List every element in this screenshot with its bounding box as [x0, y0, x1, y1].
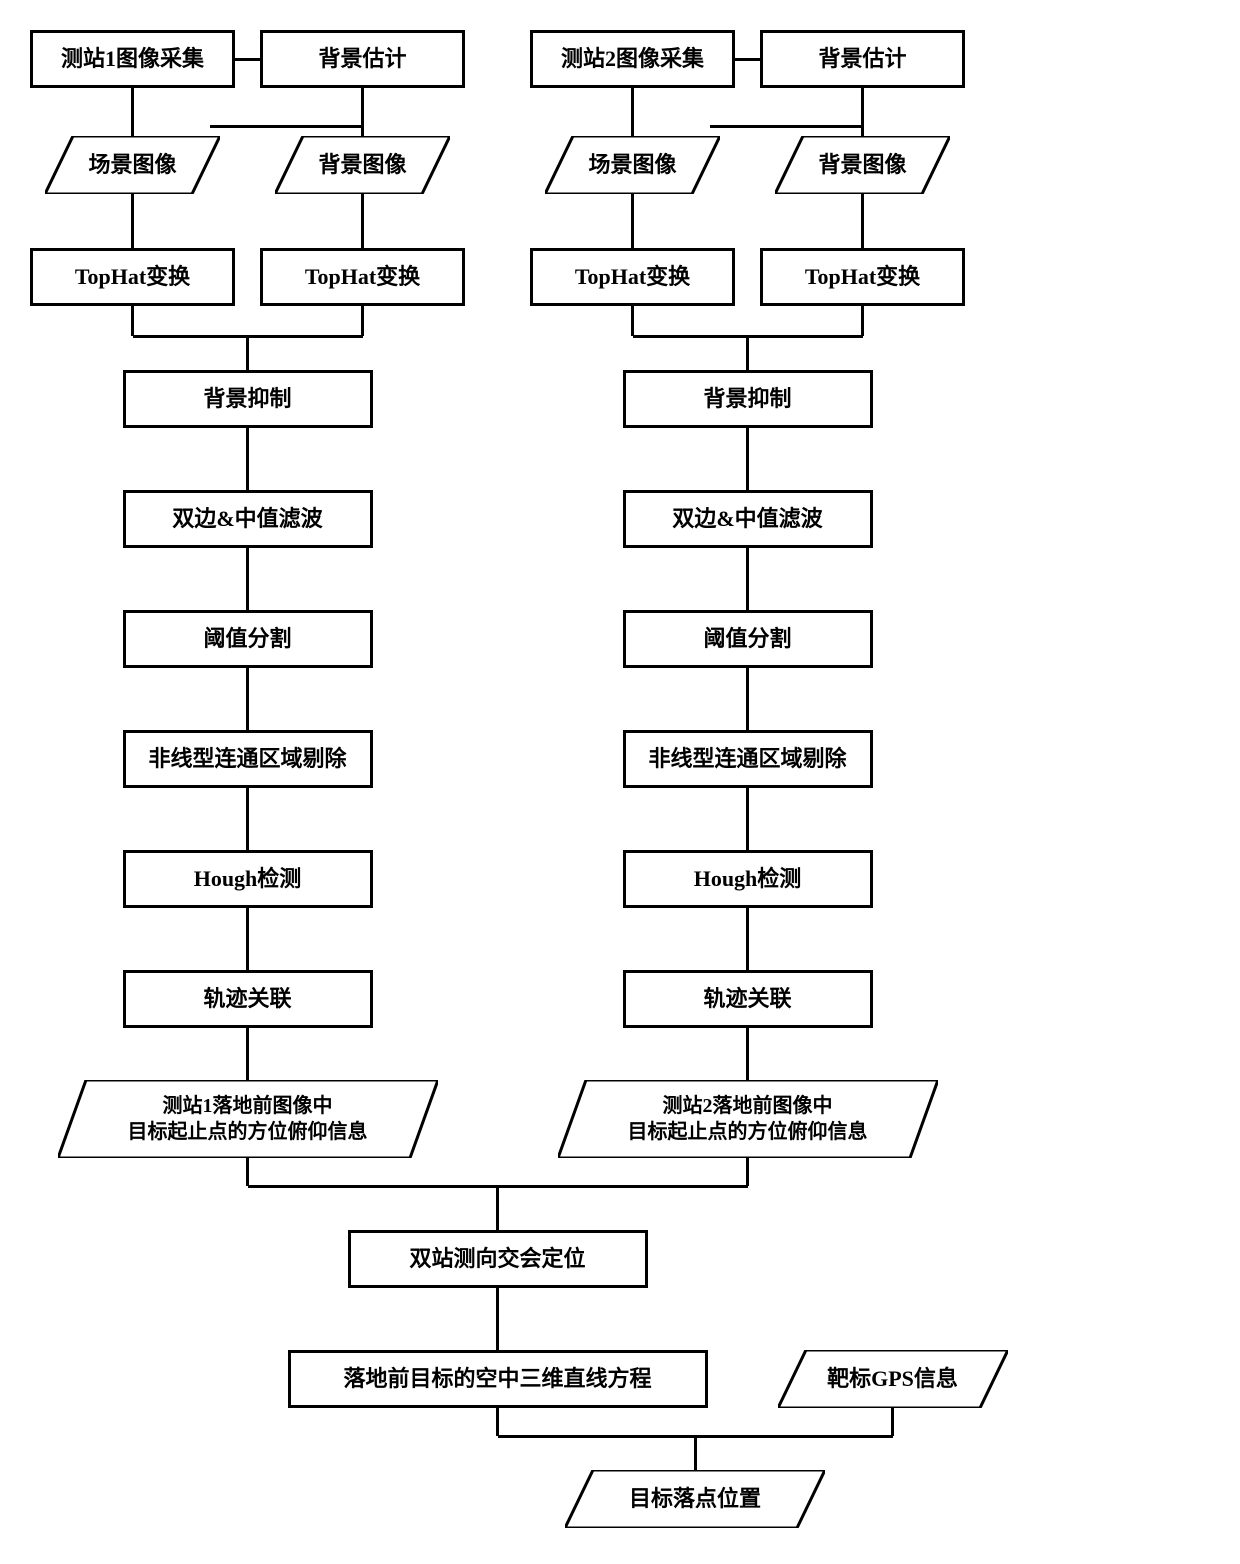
connector-line: [861, 88, 864, 136]
box-hough: Hough检测: [623, 850, 873, 908]
box-nonlinear: 非线型连通区域剔除: [123, 730, 373, 788]
box-filter: 双边&中值滤波: [123, 490, 373, 548]
connector-line: [496, 1288, 499, 1350]
connector-line: [131, 306, 134, 336]
connector-line: [361, 306, 364, 336]
connector-line: [735, 58, 760, 61]
box-acquire: 测站2图像采集: [530, 30, 735, 88]
connector-line: [631, 306, 634, 336]
para-scene: 场景图像: [45, 136, 220, 194]
box-hough: Hough检测: [123, 850, 373, 908]
connector-line: [246, 1158, 249, 1186]
connector-line: [246, 788, 249, 850]
connector-line: [631, 194, 634, 248]
box-bg-estimate: 背景估计: [760, 30, 965, 88]
connector-line: [746, 548, 749, 610]
box-bg-suppress: 背景抑制: [123, 370, 373, 428]
connector-line: [246, 548, 249, 610]
box-tophat-1: TopHat变换: [530, 248, 735, 306]
connector-line: [361, 194, 364, 248]
connector-line: [131, 194, 134, 248]
connector-line: [246, 908, 249, 970]
connector-line: [746, 428, 749, 490]
box-bg-suppress: 背景抑制: [623, 370, 873, 428]
connector-line: [891, 1408, 894, 1436]
connector-line: [746, 336, 749, 370]
box-tophat-1: TopHat变换: [30, 248, 235, 306]
connector-line: [694, 1436, 697, 1470]
connector-line: [746, 1158, 749, 1186]
box-cross-location: 双站测向交会定位: [348, 1230, 648, 1288]
connector-line: [861, 194, 864, 248]
connector-line: [496, 1408, 499, 1436]
para-bg-image: 背景图像: [275, 136, 450, 194]
box-3d-line-equation: 落地前目标的空中三维直线方程: [288, 1350, 708, 1408]
connector-line: [246, 1028, 249, 1080]
connector-line: [861, 306, 864, 336]
para-final: 目标落点位置: [565, 1470, 825, 1528]
connector-line: [246, 336, 249, 370]
box-bg-estimate: 背景估计: [260, 30, 465, 88]
para-gps: 靶标GPS信息: [778, 1350, 1008, 1408]
box-tophat-2: TopHat变换: [260, 248, 465, 306]
connector-line: [746, 1028, 749, 1080]
box-tophat-2: TopHat变换: [760, 248, 965, 306]
connector-line: [746, 788, 749, 850]
connector-line: [746, 908, 749, 970]
para-result: 测站2落地前图像中 目标起止点的方位俯仰信息: [558, 1080, 938, 1158]
connector-line: [746, 668, 749, 730]
box-nonlinear: 非线型连通区域剔除: [623, 730, 873, 788]
connector-line: [710, 125, 863, 128]
box-track: 轨迹关联: [623, 970, 873, 1028]
box-threshold: 阈值分割: [123, 610, 373, 668]
box-track: 轨迹关联: [123, 970, 373, 1028]
connector-line: [131, 88, 134, 136]
connector-line: [496, 1186, 499, 1230]
connector-line: [210, 125, 363, 128]
para-scene: 场景图像: [545, 136, 720, 194]
connector-line: [235, 58, 260, 61]
para-bg-image: 背景图像: [775, 136, 950, 194]
connector-line: [361, 88, 364, 136]
box-acquire: 测站1图像采集: [30, 30, 235, 88]
box-threshold: 阈值分割: [623, 610, 873, 668]
connector-line: [246, 428, 249, 490]
connector-line: [246, 668, 249, 730]
box-filter: 双边&中值滤波: [623, 490, 873, 548]
connector-line: [631, 88, 634, 136]
para-result: 测站1落地前图像中 目标起止点的方位俯仰信息: [58, 1080, 438, 1158]
